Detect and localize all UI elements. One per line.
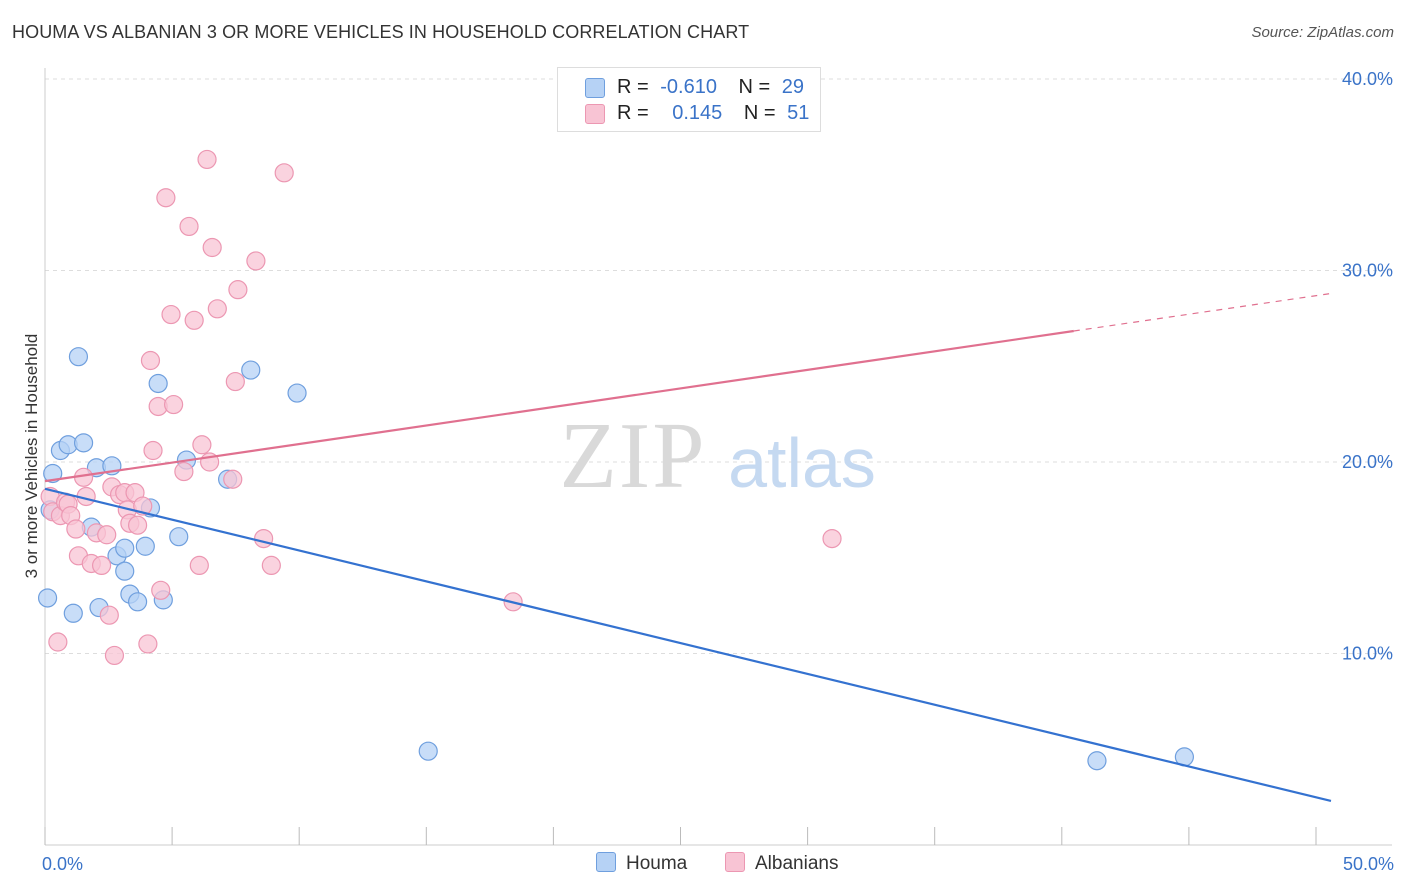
albanian-point — [202, 237, 222, 258]
albanian-trend-extension — [1073, 292, 1332, 332]
albanian-point — [254, 528, 274, 549]
watermark-zip: ZIP — [560, 404, 707, 508]
albanian-point — [207, 299, 227, 319]
albanian-point — [184, 310, 204, 330]
albanians-legend-label: Albanians — [755, 853, 839, 874]
albanian-point — [164, 394, 184, 415]
albanian-trend-line — [44, 329, 1074, 483]
bottom-legend-albanians[interactable]: Albanians — [725, 852, 838, 875]
houma-trend-line — [44, 487, 1332, 803]
albanian-point — [179, 216, 199, 237]
y-tick-label: 30.0% — [1342, 261, 1393, 281]
trend-lines — [44, 292, 1332, 803]
houma-point — [115, 561, 135, 581]
albanian-point — [246, 251, 266, 271]
houma-point — [169, 527, 189, 547]
houma-point — [241, 360, 261, 380]
houma-point — [418, 741, 438, 761]
houma-point — [115, 538, 135, 558]
houma-point — [148, 373, 168, 394]
albanian-point — [151, 580, 171, 600]
watermark: ZIP atlas — [560, 404, 876, 508]
houma-point — [37, 588, 58, 608]
albanian-point — [99, 605, 119, 625]
houma-point — [135, 536, 155, 556]
houma-r-value: -0.610 — [660, 76, 717, 98]
albanian-point — [127, 515, 148, 535]
albanian-point — [140, 350, 161, 371]
y-tick-label: 20.0% — [1342, 452, 1393, 472]
albanian-point — [104, 645, 125, 666]
chart-title: HOUMA VS ALBANIAN 3 OR MORE VEHICLES IN … — [12, 22, 750, 42]
houma-r-label: R = — [617, 76, 649, 98]
albanians-legend-swatch — [725, 852, 745, 872]
axes — [44, 68, 1392, 846]
albanian-point — [66, 519, 86, 539]
albanian-point — [48, 632, 68, 652]
houma-n-value: 29 — [781, 76, 805, 98]
albanian-point — [274, 163, 294, 183]
houma-point — [287, 383, 307, 403]
x-tick-label: 0.0% — [42, 854, 83, 874]
albanian-point — [138, 634, 158, 654]
houma-point — [63, 603, 83, 623]
y-tick-label: 10.0% — [1342, 644, 1393, 664]
houma-point — [43, 463, 63, 484]
bottom-legend-houma[interactable]: Houma — [596, 852, 687, 875]
source-label: Source: ZipAtlas.com — [1251, 24, 1394, 41]
albanians-n-value: 51 — [787, 102, 810, 124]
albanians-r-label: R = — [617, 102, 649, 124]
albanian-point — [156, 188, 176, 208]
houma-legend-swatch — [596, 852, 616, 872]
houma-point — [1087, 751, 1107, 771]
albanian-point — [143, 440, 163, 461]
albanian-point — [91, 555, 112, 576]
albanian-point — [223, 469, 243, 489]
albanian-point — [189, 555, 209, 576]
houma-point — [68, 347, 89, 367]
albanian-point — [225, 371, 245, 392]
albanians-swatch — [585, 104, 605, 124]
albanian-point — [822, 528, 842, 549]
correlation-legend: R = -0.610 N = 29 R = 0.145 N = 51 — [557, 67, 821, 132]
houma-point — [73, 433, 94, 453]
albanian-point — [228, 280, 248, 300]
albanian-point — [161, 304, 181, 325]
albanian-point — [192, 435, 212, 455]
x-tick-label: 50.0% — [1343, 854, 1394, 874]
albanians-r-value: 0.145 — [672, 102, 723, 124]
houma-legend-label: Houma — [626, 853, 688, 874]
houma-swatch — [585, 78, 605, 98]
y-tick-label: 40.0% — [1342, 69, 1393, 89]
albanians-n-label: N = — [743, 102, 776, 124]
houma-point — [127, 592, 148, 612]
albanian-point — [97, 525, 117, 545]
albanian-point — [197, 149, 217, 170]
watermark-atlas: atlas — [728, 424, 876, 502]
albanian-point — [174, 461, 194, 482]
tick-labels: 10.0% 20.0% 30.0% 40.0% 0.0% 50.0% — [42, 69, 1394, 874]
houma-n-label: N = — [738, 76, 771, 98]
albanian-point — [261, 555, 281, 576]
